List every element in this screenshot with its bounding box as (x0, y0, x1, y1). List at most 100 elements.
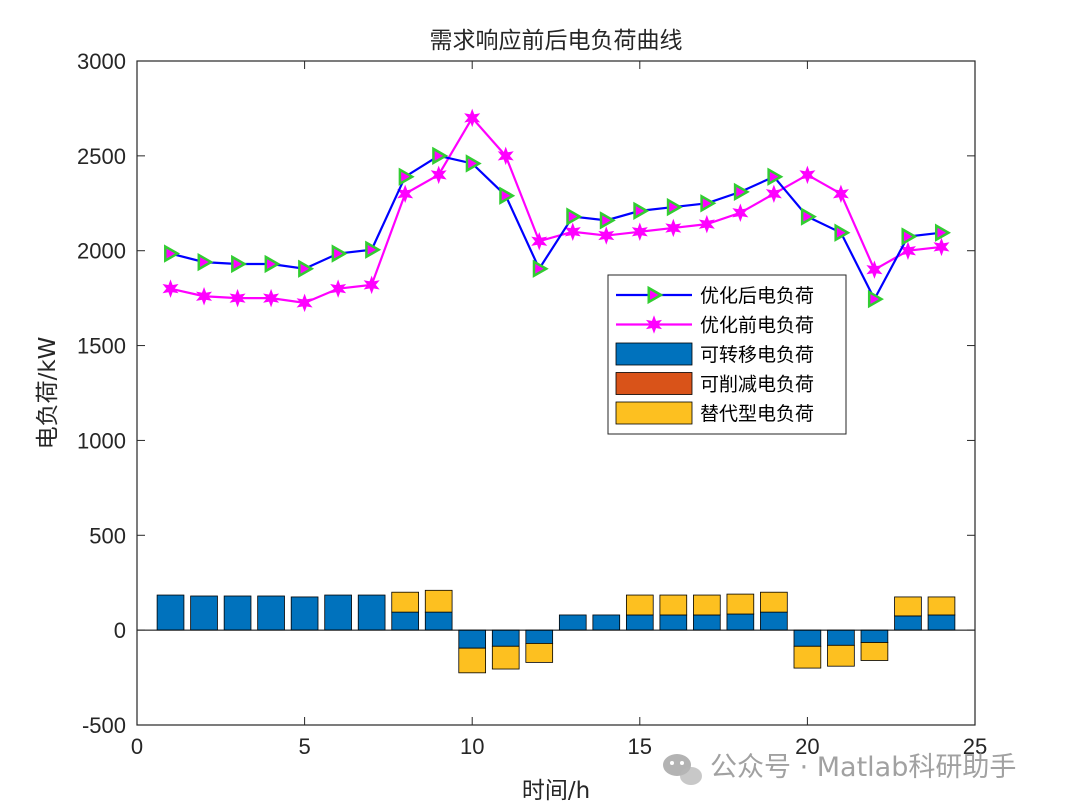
data-point-marker (330, 279, 347, 298)
legend-marker (647, 285, 664, 305)
wechat-icon (663, 754, 702, 785)
data-point-marker (666, 197, 683, 217)
data-point-marker (363, 275, 380, 295)
bar-segment (290, 596, 319, 631)
line-layer (162, 108, 951, 313)
bar-segment (525, 643, 554, 663)
data-point-marker (164, 244, 181, 263)
bar-segment (927, 614, 956, 631)
legend-bar-swatch (615, 401, 693, 425)
bar-segment (391, 591, 419, 613)
bar-segment (558, 614, 587, 631)
x-tick-label: 0 (131, 734, 143, 759)
data-point-marker (665, 218, 682, 238)
bar-segment (927, 596, 956, 616)
bar-segment (458, 629, 487, 649)
bar-segment (491, 629, 520, 647)
data-point-marker (698, 214, 715, 234)
bar-segment (827, 629, 855, 646)
data-point-marker (432, 146, 449, 166)
bar-segment (525, 629, 554, 644)
data-point-marker (767, 167, 784, 186)
bar-segment (625, 594, 654, 616)
data-point-marker (631, 222, 648, 241)
y-tick-label: 500 (89, 523, 126, 548)
bar-segment (458, 647, 487, 674)
bar-segment (659, 614, 688, 631)
legend-entry-label: 可转移电负荷 (700, 344, 814, 366)
data-point-marker (162, 279, 179, 298)
bar-segment (726, 593, 755, 615)
bar-segment (424, 611, 453, 631)
data-point-marker (598, 226, 615, 245)
y-tick-label: 1000 (77, 428, 126, 453)
data-point-marker (197, 252, 214, 272)
data-point-marker (866, 260, 883, 279)
chart-title: 需求响应前后电负荷曲线 (430, 28, 683, 54)
x-tick-label: 25 (963, 734, 987, 759)
data-point-marker (700, 194, 717, 213)
data-point-marker (331, 244, 348, 263)
bar-segment (760, 611, 788, 631)
bar-segment (894, 615, 922, 631)
bar-segment (324, 594, 352, 631)
data-point-marker (633, 201, 650, 221)
y-tick-label: 1500 (77, 334, 126, 359)
y-tick-label: 0 (114, 618, 126, 643)
data-point-marker (231, 254, 248, 274)
legend-bar-swatch (615, 372, 693, 395)
data-point-marker (465, 154, 482, 173)
bar-segment (860, 629, 889, 643)
bar-segment (693, 614, 721, 631)
bar-segment (693, 594, 721, 616)
bar-segment (659, 594, 688, 616)
data-point-marker (566, 207, 583, 226)
data-point-marker (464, 108, 481, 128)
data-point-marker (867, 289, 884, 309)
data-point-marker (229, 288, 246, 308)
data-point-marker (765, 184, 782, 204)
bar-segment (223, 595, 252, 631)
legend-entry-label: 优化后电负荷 (700, 285, 814, 307)
y-tick-label: 3000 (77, 49, 126, 74)
data-point-marker (499, 186, 516, 205)
plot-area-frame (136, 60, 976, 726)
data-point-marker (296, 293, 313, 313)
y-tick-label: -500 (82, 713, 126, 738)
bar-segment (625, 614, 654, 631)
bar-segment (592, 614, 621, 631)
data-point-marker (531, 231, 548, 251)
data-point-marker (264, 254, 281, 274)
data-point-marker (800, 207, 817, 226)
data-point-marker (834, 223, 851, 242)
data-point-marker (263, 288, 280, 308)
data-point-marker (497, 146, 514, 166)
bar-segment (190, 595, 218, 631)
data-point-marker (398, 167, 415, 186)
watermark: 公众号 · Matlab科研助手 (663, 752, 1016, 785)
y-tick-label: 2500 (77, 144, 126, 169)
legend-marker (645, 315, 663, 334)
legend-entry-label: 可削减电负荷 (700, 374, 814, 396)
data-point-marker (933, 237, 950, 257)
bar-segment (860, 642, 889, 661)
data-point-marker (901, 227, 918, 246)
x-tick-label: 15 (628, 734, 652, 759)
bar-layer (156, 589, 956, 674)
data-point-marker (832, 184, 849, 204)
bar-segment (424, 589, 453, 613)
data-point-marker (196, 287, 213, 306)
data-point-marker (799, 165, 816, 185)
bar-segment (156, 594, 185, 631)
data-point-marker (532, 259, 549, 278)
data-point-marker (733, 182, 750, 202)
legend-bar-swatch (615, 342, 693, 366)
bar-segment (357, 594, 386, 631)
watermark-text: 公众号 · Matlab科研助手 (710, 752, 1016, 783)
x-tick-label: 10 (460, 734, 484, 759)
x-axis-label: 时间/h (522, 778, 590, 804)
legend-entry-label: 优化前电负荷 (700, 315, 814, 337)
bar-segment (391, 611, 419, 631)
